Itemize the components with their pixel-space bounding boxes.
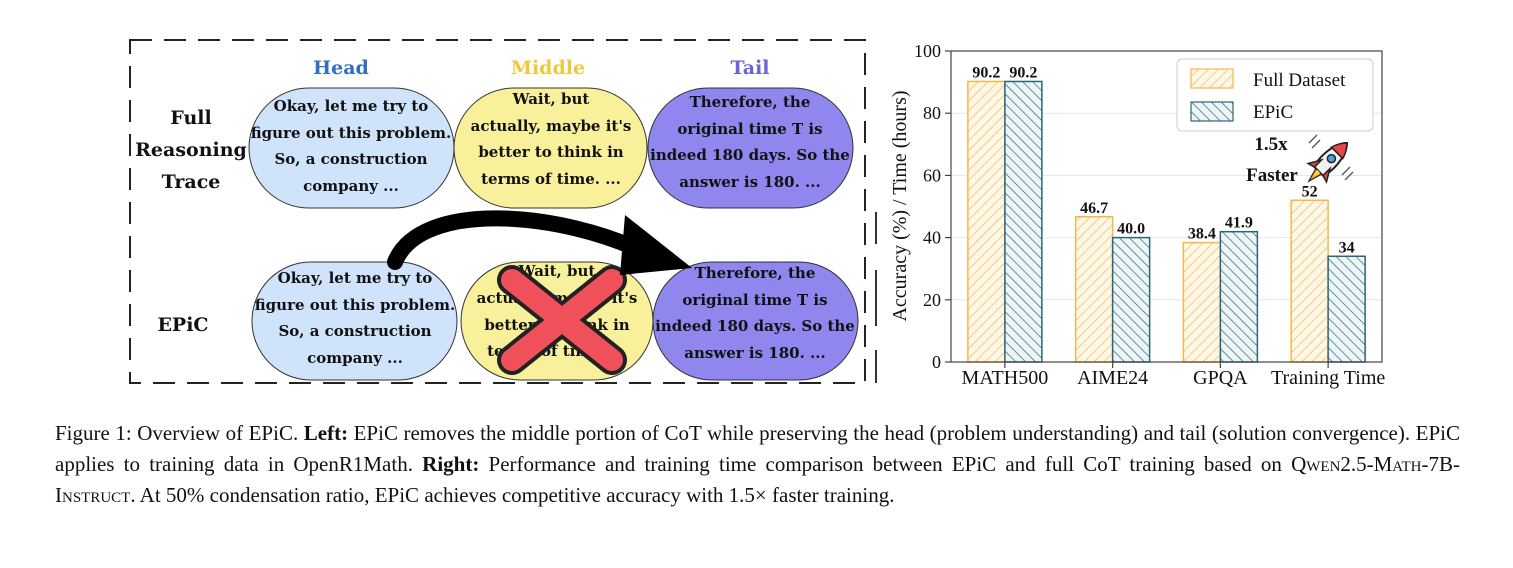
y-tick-label: 40 — [923, 228, 941, 248]
bar-value-label: 52 — [1302, 183, 1318, 200]
bubble-text: better to think in — [478, 143, 623, 161]
caption-intro: Overview of EPiC. — [131, 421, 304, 445]
bubble-text: original time T is — [677, 120, 822, 138]
bubble-text: company ... — [307, 349, 403, 367]
legend-swatch-epic — [1190, 101, 1234, 122]
bar-chart: 90.2 90.2 46.7 40.0 38.4 41.9 52 34 0 20 40 60 80 10… — [889, 41, 1385, 389]
bubble-text: original time T is — [682, 291, 827, 309]
caption-left-label: Left: — [303, 421, 349, 445]
bar — [1111, 236, 1151, 363]
bubble-text: So, a construction — [278, 322, 431, 340]
x-tick-label: MATH500 — [962, 367, 1049, 389]
caption-figure-label: Figure 1: — [55, 421, 132, 445]
bar — [1074, 216, 1114, 363]
row-label-full-line-2: Reasoning — [135, 139, 247, 161]
bubble-text: Okay, let me try to — [274, 97, 429, 115]
y-tick-label: 60 — [923, 165, 941, 185]
row-label-full-line-3: Trace — [162, 171, 221, 193]
bubble-text: Okay, let me try to — [278, 269, 433, 287]
bubble-text: company ... — [303, 177, 399, 195]
bubble-text: Wait, but — [512, 90, 590, 108]
legend-swatch-full — [1190, 68, 1234, 89]
plot-frame — [950, 50, 1383, 363]
y-tick-label: 100 — [914, 41, 941, 61]
figure-caption: Figure 1: Overview of EPiC. Left: EPiC r… — [55, 418, 1460, 511]
column-head-label: Head — [313, 57, 369, 79]
legend: Full Dataset EPiC — [1176, 58, 1374, 132]
dashed-frame — [129, 39, 866, 384]
bubble-text: Therefore, the — [695, 264, 816, 282]
faster-label: Faster — [1246, 165, 1298, 186]
bar-value-label: 90.2 — [1009, 64, 1037, 81]
bubble-middle-full — [453, 87, 648, 209]
legend-label-epic: EPiC — [1253, 102, 1293, 123]
bubble-text: terms of time. ... — [481, 170, 621, 188]
bubble-text: figure out this problem. — [251, 124, 451, 142]
bubble-text: answer is 180. ... — [679, 173, 820, 191]
bubble-text: indeed 180 days. So the — [650, 146, 850, 164]
bar — [1290, 199, 1329, 363]
bubble-text: So, a construction — [274, 150, 427, 168]
bar-value-label: 38.4 — [1188, 226, 1216, 243]
bubble-text: actually, maybe it's — [471, 117, 632, 135]
row-label-epic: EPiC — [157, 314, 208, 336]
bar — [1219, 230, 1259, 363]
rocket-icon — [1306, 142, 1348, 184]
bar-value-label: 90.2 — [972, 64, 1000, 81]
column-middle-label: Middle — [511, 57, 585, 79]
bubble-tail-full — [647, 87, 854, 209]
epic-overview-diagram: Head Middle Tail Full Reasoning Trace EP… — [129, 39, 877, 384]
y-axis-label: Accuracy (%) / Time (hours) — [889, 90, 911, 321]
bar-value-label: 46.7 — [1080, 200, 1108, 217]
column-tail-label: Tail — [730, 57, 769, 79]
caption-end-text: . At 50% condensation ratio, EPiC achiev… — [130, 483, 895, 507]
legend-label-full: Full Dataset — [1253, 70, 1346, 91]
bubble-text: Wait, but — [518, 262, 596, 280]
speed-lines-icon — [1308, 134, 1354, 181]
x-tick-label: GPQA — [1193, 367, 1248, 389]
x-tick-label: AIME24 — [1077, 367, 1148, 389]
y-tick-label: 0 — [932, 352, 941, 372]
bar — [967, 80, 1006, 363]
bubble-text: figure out this problem. — [255, 296, 455, 314]
row-label-full-line-1: Full — [170, 107, 211, 129]
skip-arrow-icon — [387, 210, 692, 275]
caption-model-name: Qwen2.5-Math-7B-Instruct — [55, 452, 1460, 507]
x-tick-label: Training Time — [1271, 367, 1385, 389]
speedup-label: 1.5x — [1254, 134, 1288, 155]
caption-right-text: Performance and training time comparison… — [479, 452, 1292, 476]
caption-right-label: Right: — [422, 452, 480, 476]
bar — [1327, 255, 1366, 363]
y-tick-label: 20 — [923, 290, 941, 310]
y-tick-label: 80 — [923, 103, 941, 123]
bubble-text: Therefore, the — [690, 93, 811, 111]
bubble-tail-epic — [652, 261, 859, 381]
bar-value-label: 34 — [1339, 239, 1355, 256]
bubble-head-epic — [251, 261, 458, 381]
bar-value-label: 41.9 — [1225, 215, 1253, 232]
bar — [1182, 241, 1222, 363]
cross-icon — [497, 265, 627, 375]
bubble-text: indeed 180 days. So the — [655, 317, 855, 335]
bar — [1004, 80, 1043, 363]
bar-value-label: 40.0 — [1117, 221, 1145, 238]
caption-left-text: EPiC removes the middle portion of CoT w… — [55, 421, 1460, 476]
bubble-text: answer is 180. ... — [684, 344, 825, 362]
